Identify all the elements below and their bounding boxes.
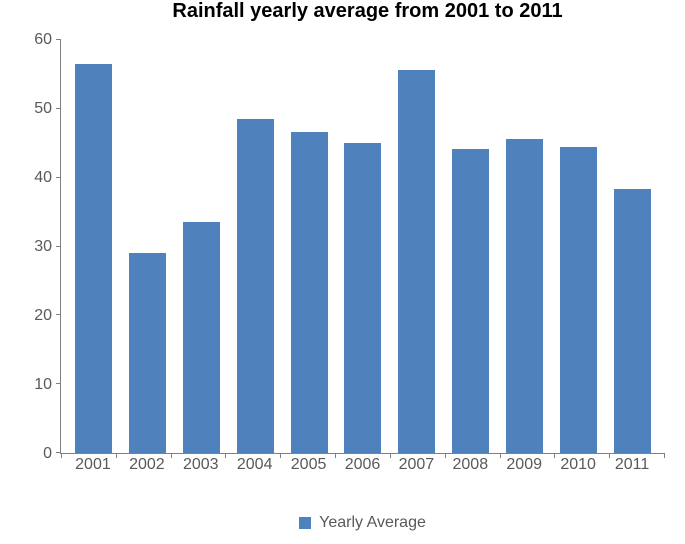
legend-label: Yearly Average <box>319 514 426 532</box>
y-tick-label: 40 <box>34 169 52 187</box>
bar <box>614 189 651 453</box>
bar <box>344 143 381 453</box>
x-tick-label: 2006 <box>344 456 381 484</box>
x-tick-label: 2009 <box>506 456 543 484</box>
bar <box>129 253 166 453</box>
bar <box>398 70 435 453</box>
chart-title: Rainfall yearly average from 2001 to 201… <box>60 0 675 23</box>
bar <box>560 147 597 453</box>
bar <box>506 139 543 453</box>
x-tick-label: 2004 <box>236 456 273 484</box>
plot-area <box>60 40 665 454</box>
bar <box>291 132 328 453</box>
x-tick-label: 2005 <box>290 456 327 484</box>
bar <box>452 149 489 453</box>
y-tick-label: 60 <box>34 31 52 49</box>
bar <box>183 222 220 453</box>
rainfall-chart: Rainfall yearly average from 2001 to 201… <box>0 0 685 544</box>
legend: Yearly Average <box>60 514 665 532</box>
bar <box>237 119 274 453</box>
x-tick-label: 2001 <box>74 456 111 484</box>
x-tick-label: 2008 <box>452 456 489 484</box>
legend-swatch <box>299 517 311 529</box>
x-tick-label: 2007 <box>398 456 435 484</box>
x-tick-label: 2003 <box>182 456 219 484</box>
y-axis-labels: 0102030405060 <box>0 40 58 454</box>
x-axis-labels: 2001 2002 2003 2004 2005 2006 2007 2008 2009 2010… <box>60 456 665 484</box>
y-tick-label: 30 <box>34 238 52 256</box>
bars-container <box>61 40 665 453</box>
x-tick-label: 2010 <box>560 456 597 484</box>
y-tick-label: 20 <box>34 307 52 325</box>
x-tick-label: 2002 <box>128 456 165 484</box>
y-tick-label: 50 <box>34 100 52 118</box>
bar <box>75 64 112 453</box>
x-tick-label: 2011 <box>614 456 651 484</box>
y-tick-label: 10 <box>34 376 52 394</box>
y-tick-label: 0 <box>43 445 52 463</box>
